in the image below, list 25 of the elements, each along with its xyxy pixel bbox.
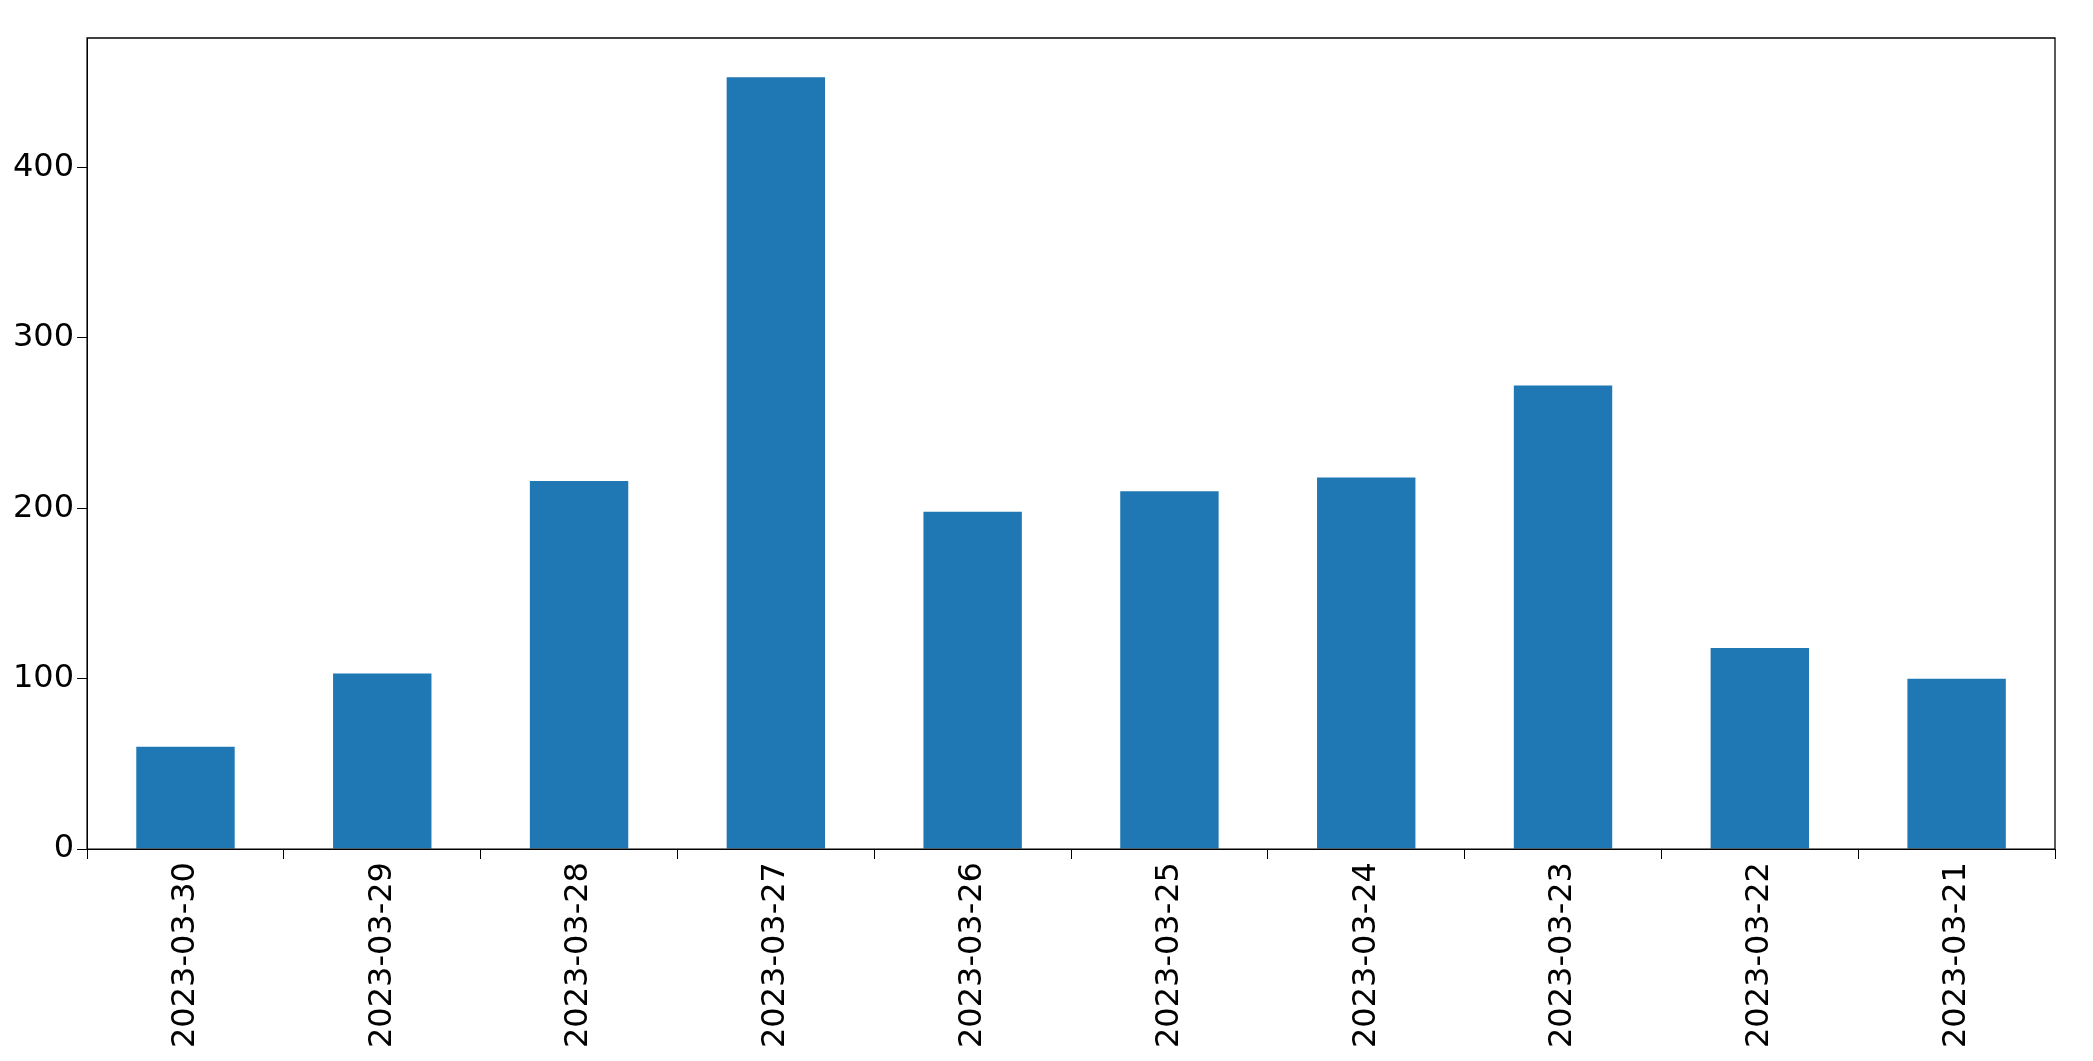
y-tick-label: 300: [13, 316, 75, 355]
x-tick-label: 2023-03-25: [1147, 862, 1186, 1048]
bar: [1710, 647, 1810, 849]
bar: [1513, 385, 1613, 849]
x-tick-label: 2023-03-29: [360, 862, 399, 1048]
bar: [726, 77, 826, 849]
x-tick-label: 2023-03-28: [557, 862, 596, 1048]
bar: [923, 511, 1022, 849]
x-tick-label: 2023-03-24: [1344, 862, 1383, 1048]
x-tick-label: 2023-03-22: [1738, 862, 1777, 1048]
y-tick-label: 100: [13, 656, 75, 695]
bar: [333, 673, 432, 849]
x-tick-label: 2023-03-26: [950, 862, 989, 1048]
bar: [1907, 678, 2006, 849]
y-tick-label: 0: [53, 827, 75, 866]
bar: [1120, 491, 1219, 849]
bar: [529, 481, 629, 849]
x-tick-label: 2023-03-23: [1541, 862, 1580, 1048]
x-tick-label: 2023-03-21: [1934, 862, 1973, 1048]
x-tick-label: 2023-03-27: [754, 862, 793, 1048]
x-tick-label: 2023-03-30: [163, 862, 202, 1048]
bar: [1317, 477, 1416, 849]
y-tick-label: 400: [13, 145, 75, 184]
bar: [136, 746, 235, 849]
y-tick-label: 200: [13, 486, 75, 525]
